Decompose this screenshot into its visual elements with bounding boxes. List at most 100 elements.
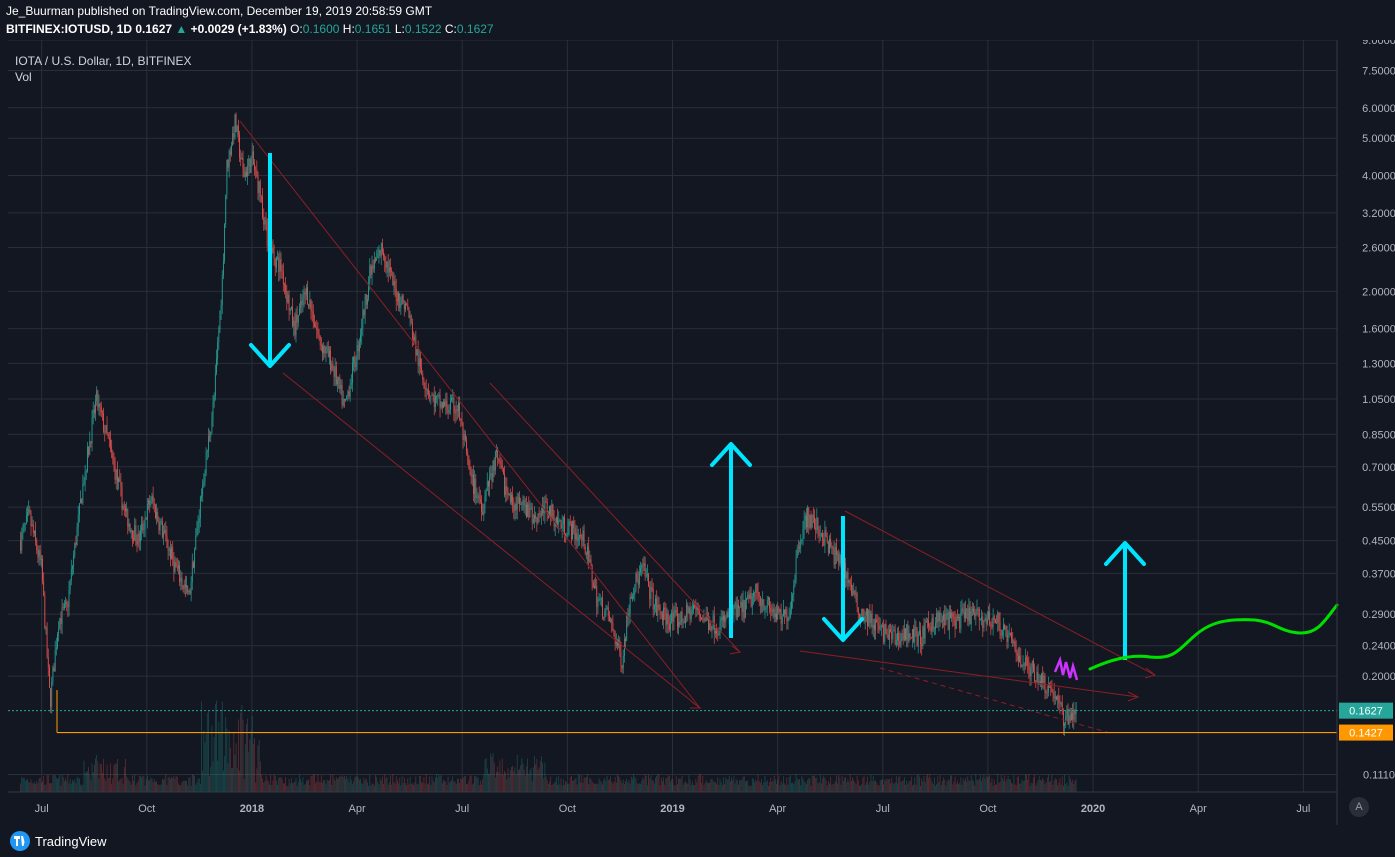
candle-body [437, 395, 439, 397]
candle-body [84, 471, 86, 484]
volume-bar [1027, 779, 1029, 792]
tradingview-brand[interactable]: TradingView [35, 833, 107, 849]
volume-bar [808, 778, 810, 792]
volume-bar [785, 785, 787, 792]
volume-bar [390, 775, 391, 792]
candle-body [1071, 712, 1072, 721]
candle-body [807, 507, 809, 528]
candle-body [219, 310, 221, 330]
volume-bar [93, 764, 95, 792]
auto-scale-button[interactable]: A [1349, 797, 1369, 817]
candle-body [96, 390, 98, 401]
volume-bar [626, 778, 628, 792]
candle-body [647, 574, 648, 575]
volume-bar [289, 783, 291, 792]
channel-arrowhead [690, 701, 702, 709]
candle-body [174, 561, 176, 572]
candle-body [345, 398, 346, 401]
volume-bar [407, 778, 409, 792]
tradingview-logo-icon[interactable] [10, 831, 30, 851]
candle-body [837, 553, 838, 555]
volume-bar [310, 775, 312, 792]
candle-body [554, 522, 556, 527]
candle-body [1013, 641, 1015, 644]
candle-body [587, 546, 588, 555]
candle-body [583, 530, 585, 548]
candle-body [299, 308, 300, 316]
volume-bar [146, 775, 148, 792]
volume-bar [998, 782, 1000, 792]
volume-bar [890, 783, 891, 792]
volume-bar [231, 768, 232, 792]
volume-bar [337, 779, 338, 792]
candle-body [615, 641, 617, 645]
volume-bar [233, 731, 235, 792]
volume-bar [225, 716, 227, 792]
volume-bar [259, 761, 261, 792]
candle-body [102, 412, 103, 414]
volume-bar [823, 775, 825, 792]
volume-bar [594, 784, 595, 792]
candle-body [385, 261, 387, 268]
candle-body [526, 504, 527, 517]
candle-body [92, 409, 94, 418]
candle-body [582, 530, 584, 541]
volume-bar [279, 777, 281, 792]
volume-bar [333, 778, 335, 792]
volume-bar [35, 784, 36, 792]
volume-bar [297, 781, 299, 792]
volume-bar [299, 774, 300, 792]
candle-body [152, 495, 154, 504]
candle-body [118, 478, 119, 483]
volume-bar [985, 775, 987, 792]
volume-bar [883, 784, 885, 792]
candle-body [946, 612, 948, 615]
volume-bar [931, 781, 933, 792]
candle-body [757, 591, 759, 593]
candle-body [305, 287, 307, 295]
candle-body [161, 521, 163, 538]
volume-bar [817, 783, 819, 792]
volume-bar [312, 774, 314, 792]
candle-body [155, 505, 156, 519]
volume-bar [827, 781, 829, 792]
volume-bar [659, 785, 661, 792]
candle-body [342, 399, 344, 406]
volume-bar [498, 772, 500, 792]
candle-body [1064, 723, 1065, 726]
candle-body [733, 604, 735, 616]
candle-body [985, 618, 987, 624]
volume-bar [104, 778, 106, 792]
candle-body [705, 615, 707, 621]
candle-body [370, 265, 372, 275]
volume-bar [516, 755, 518, 792]
candle-body [632, 596, 633, 599]
volume-bar [265, 775, 267, 792]
candle-body [216, 358, 217, 373]
candle-body [704, 618, 706, 621]
publisher-name[interactable]: Je_Buurman [6, 4, 75, 18]
volume-bar [960, 777, 962, 792]
candle-body [1011, 632, 1012, 640]
volume-bar [78, 778, 80, 792]
volume-bar [209, 776, 210, 792]
volume-bar [724, 783, 726, 792]
volume-bar [632, 778, 633, 792]
volume-bar [488, 774, 489, 792]
price-chart[interactable]: 9.00007.50006.00005.00004.00003.20002.60… [0, 40, 1395, 825]
candle-body [286, 291, 288, 303]
volume-bar [560, 778, 562, 792]
volume-bar [447, 776, 449, 792]
candle-body [173, 559, 175, 572]
volume-bar [1035, 785, 1037, 792]
volume-bar [680, 779, 682, 792]
candle-body [977, 608, 979, 610]
candle-body [303, 292, 305, 299]
volume-bar [836, 775, 837, 792]
volume-bar [1046, 777, 1048, 792]
volume-bar [149, 779, 151, 792]
volume-bar [36, 780, 38, 792]
candle-body [917, 633, 919, 646]
candle-body [165, 529, 167, 536]
candle-body [903, 628, 905, 641]
